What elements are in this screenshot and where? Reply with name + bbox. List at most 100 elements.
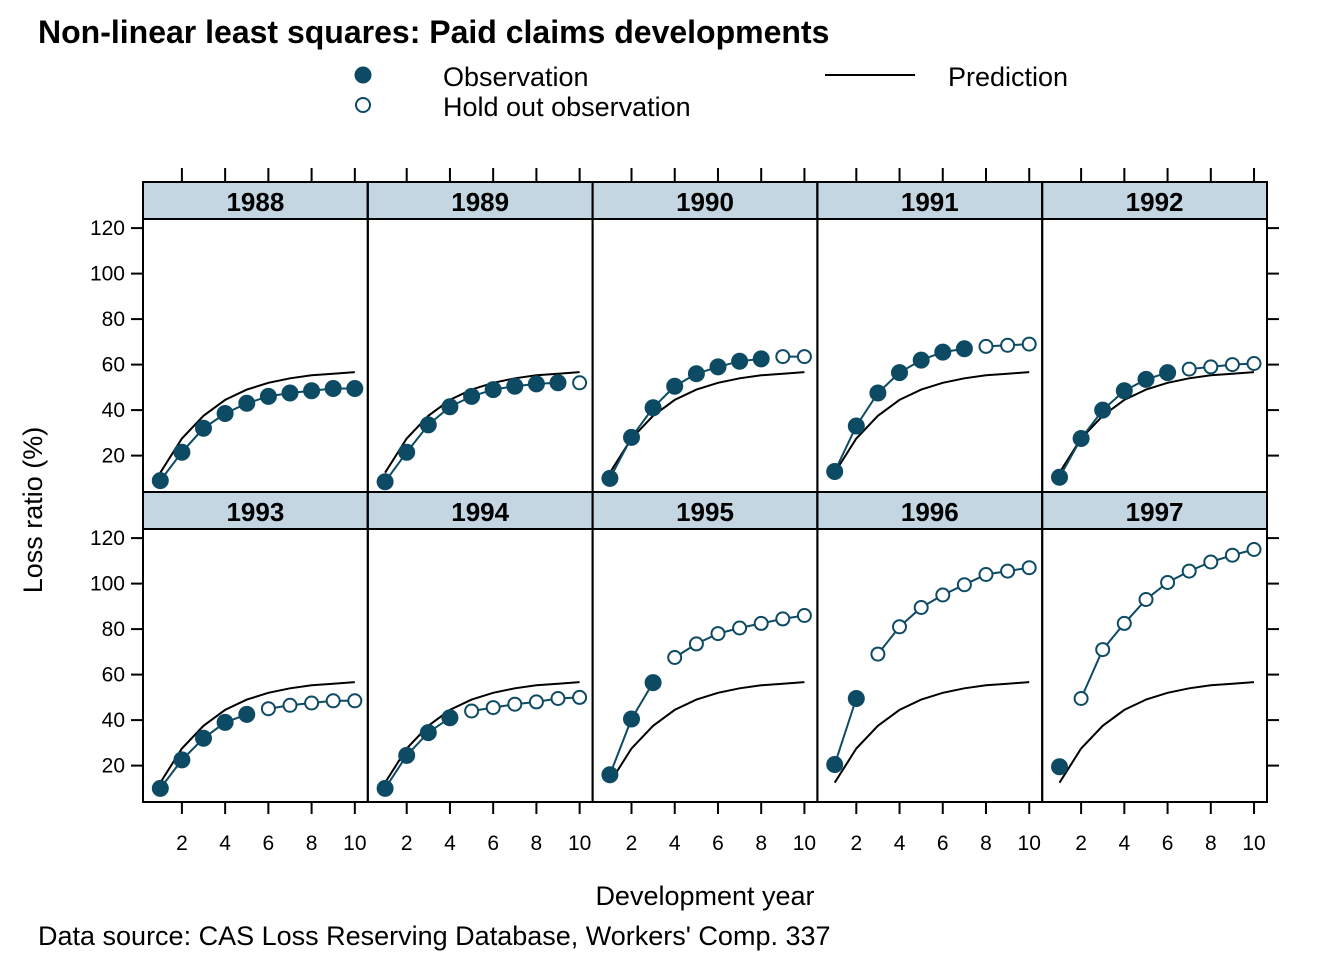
axes: 2 4 6 8 10 2 4 6 8 10 2 4 6 8 10 2 4 6 8 10 2 4 6 8 10 20 40 60 80 10… [90,168,1279,855]
observation-point [1094,401,1112,419]
legend-holdout-label: Hold out observation [443,92,691,122]
y-tick-label: 40 [102,399,125,422]
holdout-point [913,600,929,615]
holdout-point [753,615,769,631]
observation-point [731,352,749,370]
panel-strip [142,491,369,530]
holdout-line [1189,362,1255,371]
holdout-point [572,375,588,391]
observation-point [601,766,619,784]
panel-strip-label: 1990 [676,187,734,217]
x-tick-label: 10 [1242,832,1265,855]
legend: Observation Hold out observation Predict… [354,62,1068,122]
observation-line [609,357,762,479]
prediction-line [384,681,580,784]
legend-holdout-marker [355,97,371,113]
observation-point [847,417,865,435]
y-tick-label: 100 [90,263,125,286]
observation-point [238,394,256,412]
holdout-point [347,693,363,709]
observation-point [376,473,394,491]
observation-point [463,387,481,405]
x-tick-label: 8 [755,832,767,855]
observation-point [216,405,234,422]
panel-frame [1041,491,1268,803]
legend-observation-marker [354,66,372,84]
prediction-line [1058,371,1255,474]
prediction-line [1058,681,1255,784]
legend-prediction-label: Prediction [948,62,1068,92]
x-tick-label: 2 [176,832,188,855]
x-axis-label: Development year [595,881,814,911]
x-tick-label: 6 [712,832,724,855]
prediction-line [159,681,355,784]
panel-1989: 1989 [366,181,594,493]
observation-line [384,716,451,789]
holdout-point [260,701,276,717]
holdout-point [1181,361,1197,377]
y-tick-label: 20 [102,755,125,778]
observation-point [216,713,234,731]
x-tick-label: 10 [343,832,366,855]
holdout-line [877,566,1030,655]
panel-1990: 1990 [591,181,819,493]
observation-point [601,469,619,487]
panel-strip-label: 1995 [676,497,734,527]
observation-point [934,343,952,361]
observation-point [195,729,212,747]
holdout-point [1203,359,1219,375]
holdout-point [1000,337,1016,353]
x-tick-label: 2 [626,832,638,855]
x-tick-label: 10 [568,832,591,855]
observation-line [608,682,654,776]
holdout-point [304,695,320,711]
observation-point [644,674,662,692]
panel-1994: 1994 [366,491,594,803]
observation-point [441,398,459,416]
observation-point [666,377,684,395]
holdout-point [892,619,907,635]
panel-strip-label: 1993 [226,497,284,527]
holdout-point [325,693,341,709]
observation-point [549,374,567,392]
observation-point [303,382,321,400]
panel-1997: 1997 [1041,491,1268,803]
holdout-point [550,691,566,706]
chart-title: Non-linear least squares: Paid claims de… [38,14,829,50]
holdout-point [528,694,544,710]
panel-strip-label: 1989 [451,187,509,217]
y-tick-label: 120 [90,217,125,240]
panel-strip-label: 1996 [901,497,959,527]
observation-point [1072,430,1090,447]
holdout-point [796,608,812,623]
holdout-point [1246,356,1262,371]
observation-line [833,698,858,765]
holdout-point [1073,691,1089,706]
observation-point [324,380,342,397]
observation-point [826,463,844,480]
observation-point [1115,382,1133,400]
x-tick-label: 2 [401,832,413,855]
holdout-point [870,646,886,662]
prediction-line [833,371,1030,474]
holdout-point [1138,592,1154,607]
prediction-line [833,681,1030,784]
legend-observation-label: Observation [443,62,589,92]
y-axis-label: Loss ratio (%) [18,427,48,594]
holdout-point [1000,563,1016,579]
panel-strip-label: 1997 [1126,497,1184,527]
y-tick-label: 80 [102,618,125,641]
observation-line [159,387,355,482]
observation-point [281,384,299,402]
x-tick-label: 4 [894,832,906,855]
holdout-point [935,587,951,603]
y-tick-label: 60 [102,664,125,687]
holdout-point [978,338,994,354]
panel-1991: 1991 [816,181,1044,493]
observation-point [687,365,705,383]
holdout-point [732,620,748,636]
observation-point [346,380,364,397]
holdout-point [775,611,791,627]
holdout-point [978,567,994,582]
observation-point [623,710,640,728]
